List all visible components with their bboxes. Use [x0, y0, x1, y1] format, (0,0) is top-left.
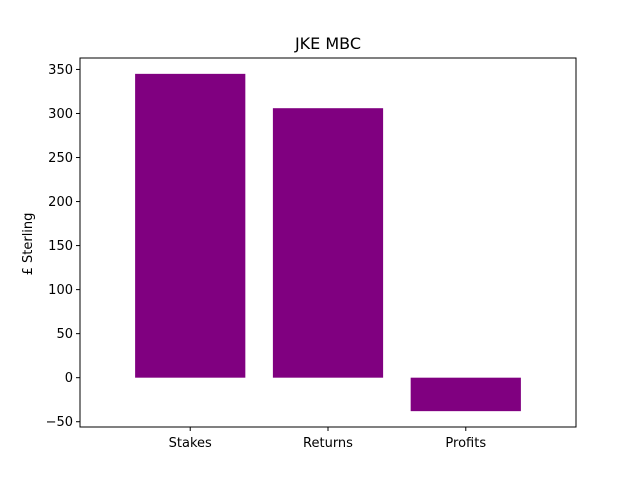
x-tick-label-stakes: Stakes [169, 436, 212, 451]
y-tick-label: 300 [48, 107, 73, 122]
y-tick-label: 150 [48, 239, 73, 254]
x-tick-label-profits: Profits [445, 436, 486, 451]
bar-profits [410, 377, 521, 412]
y-tick-label: 350 [48, 63, 73, 78]
bars-layer [135, 73, 521, 412]
bar-stakes [135, 73, 246, 378]
y-tick-label: −50 [46, 415, 73, 430]
y-axis-ticks: −50 0 50 100 150 200 250 300 350 [46, 63, 80, 430]
y-tick-label: 100 [48, 283, 73, 298]
y-tick-label: 0 [65, 371, 73, 386]
bar-returns [272, 108, 384, 378]
chart-title: JKE MBC [294, 34, 361, 53]
x-tick-label-returns: Returns [303, 436, 353, 451]
x-axis-ticks: Stakes Returns Profits [169, 427, 486, 451]
y-tick-label: 250 [48, 151, 73, 166]
plot-frame [79, 57, 577, 428]
y-tick-label: 50 [56, 327, 73, 342]
y-tick-label: 200 [48, 195, 73, 210]
y-axis-title: £ Sterling [21, 213, 36, 276]
